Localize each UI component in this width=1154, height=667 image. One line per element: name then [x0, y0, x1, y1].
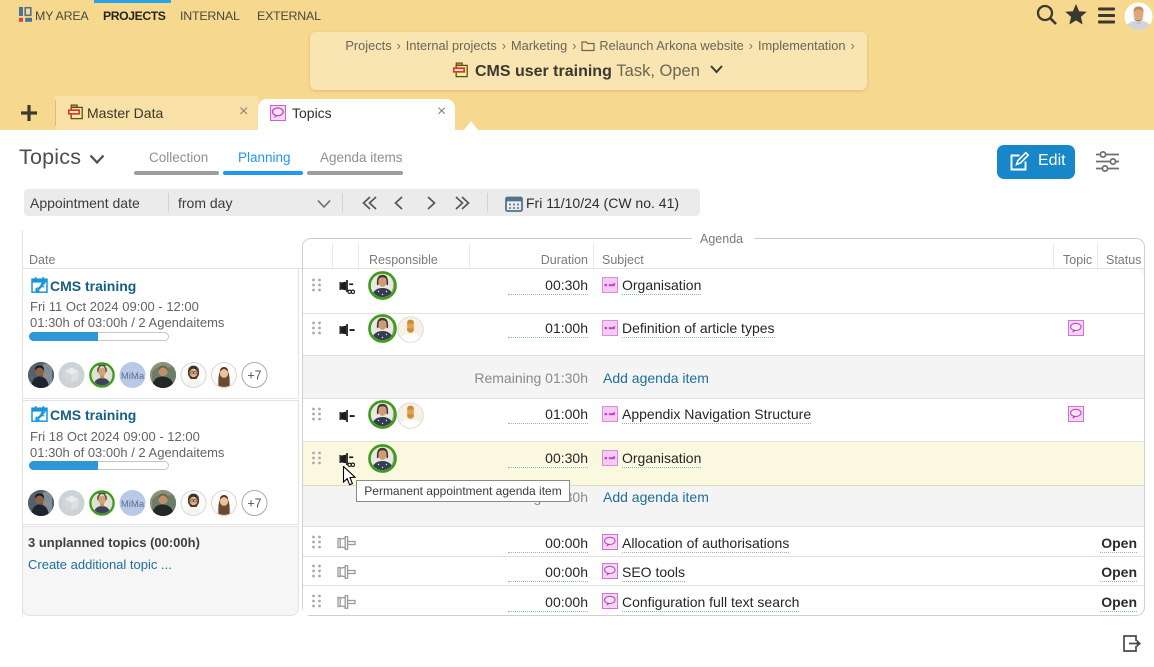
- svg-text:MiMa: MiMa: [121, 499, 145, 510]
- svg-text:+7: +7: [247, 369, 261, 383]
- svg-text:+7: +7: [247, 497, 261, 511]
- svg-text:MiMa: MiMa: [121, 371, 145, 382]
